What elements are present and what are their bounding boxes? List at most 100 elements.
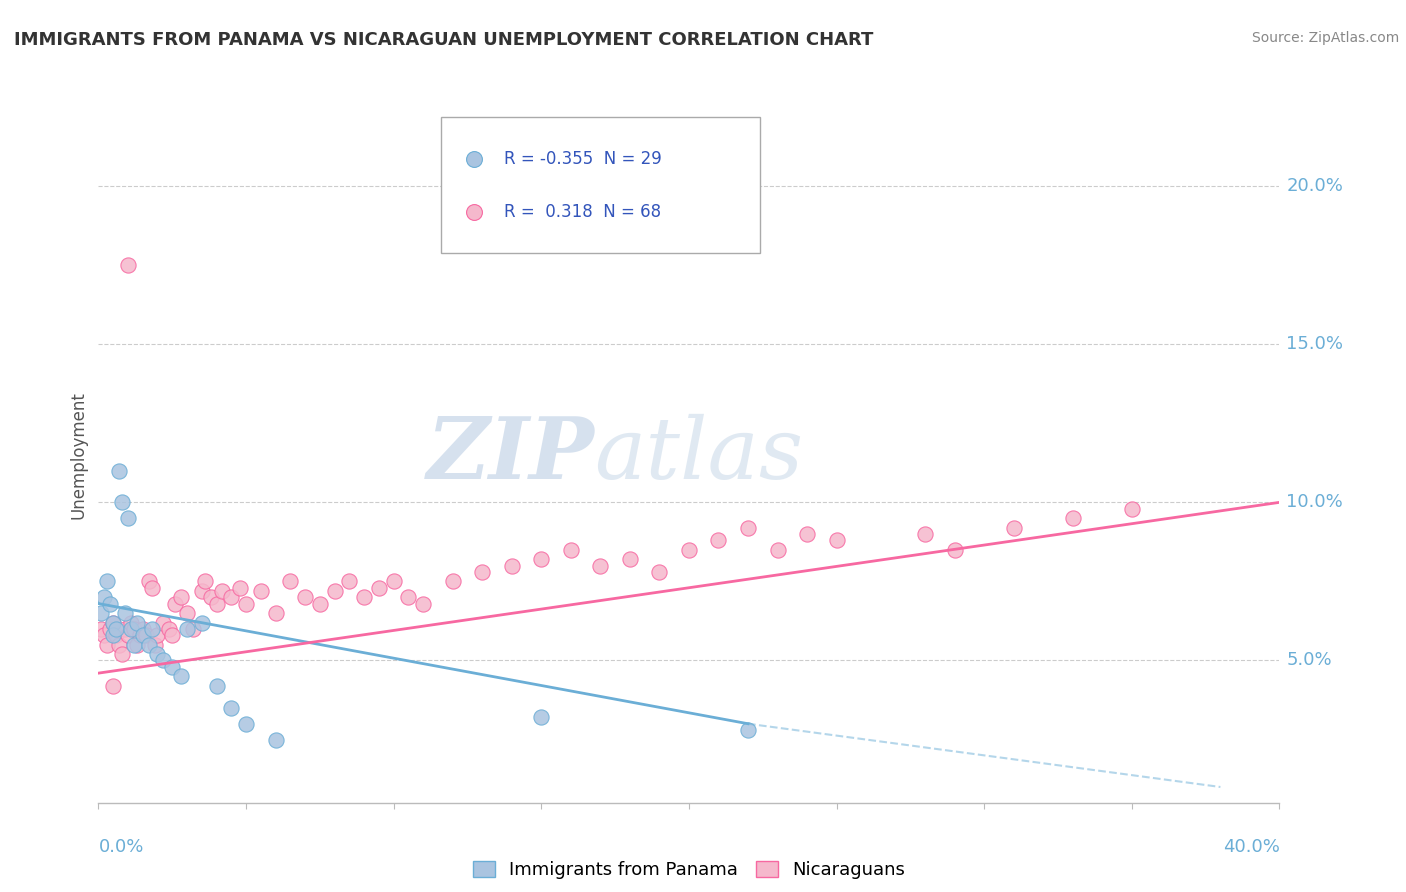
- Point: [98, 622, 121, 636]
- Point: [825, 533, 848, 548]
- Point: [141, 622, 163, 636]
- Point: [280, 574, 302, 589]
- Point: [103, 679, 125, 693]
- Point: [264, 606, 287, 620]
- Point: [93, 628, 115, 642]
- Point: [678, 542, 700, 557]
- Point: [309, 597, 332, 611]
- Point: [471, 565, 494, 579]
- Point: [191, 583, 214, 598]
- Text: 10.0%: 10.0%: [1286, 493, 1343, 511]
- Point: [1062, 511, 1084, 525]
- Point: [441, 574, 464, 589]
- Point: [103, 615, 125, 630]
- Point: [128, 628, 150, 642]
- Point: [96, 574, 118, 589]
- Text: 5.0%: 5.0%: [1286, 651, 1331, 670]
- Point: [191, 615, 214, 630]
- Point: [132, 622, 155, 636]
- Point: [135, 628, 157, 642]
- Point: [294, 591, 316, 605]
- Point: [108, 464, 131, 478]
- Point: [368, 581, 391, 595]
- Point: [125, 638, 148, 652]
- Point: [120, 615, 142, 630]
- Point: [796, 527, 818, 541]
- Point: [205, 679, 228, 693]
- Point: [143, 638, 166, 652]
- Point: [176, 606, 198, 620]
- Point: [122, 638, 145, 652]
- Text: ZIP: ZIP: [426, 413, 595, 497]
- Text: 20.0%: 20.0%: [1286, 178, 1343, 195]
- Text: IMMIGRANTS FROM PANAMA VS NICARAGUAN UNEMPLOYMENT CORRELATION CHART: IMMIGRANTS FROM PANAMA VS NICARAGUAN UNE…: [14, 31, 873, 49]
- FancyBboxPatch shape: [441, 118, 759, 253]
- Text: atlas: atlas: [595, 414, 804, 496]
- Point: [117, 628, 139, 642]
- Point: [205, 597, 228, 611]
- Point: [170, 669, 193, 683]
- Point: [103, 615, 125, 630]
- Point: [90, 606, 112, 620]
- Point: [737, 723, 759, 737]
- Point: [501, 558, 523, 573]
- Point: [235, 597, 257, 611]
- Point: [93, 591, 115, 605]
- Point: [165, 597, 187, 611]
- Point: [943, 542, 966, 557]
- Point: [530, 710, 553, 724]
- Point: [914, 527, 936, 541]
- Point: [111, 647, 134, 661]
- Point: [398, 591, 420, 605]
- Point: [117, 258, 139, 272]
- Point: [120, 622, 142, 636]
- Point: [98, 597, 121, 611]
- Point: [264, 732, 287, 747]
- Point: [194, 574, 217, 589]
- Point: [560, 542, 582, 557]
- Point: [211, 583, 233, 598]
- Y-axis label: Unemployment: Unemployment: [69, 391, 87, 519]
- Point: [117, 511, 139, 525]
- Point: [619, 552, 641, 566]
- Point: [114, 606, 136, 620]
- Point: [157, 622, 180, 636]
- Point: [221, 701, 243, 715]
- Point: [353, 591, 375, 605]
- Point: [235, 716, 257, 731]
- Text: 15.0%: 15.0%: [1286, 335, 1344, 353]
- Text: 40.0%: 40.0%: [1223, 838, 1279, 856]
- Text: R = -0.355  N = 29: R = -0.355 N = 29: [503, 150, 661, 168]
- Point: [125, 615, 148, 630]
- Text: Source: ZipAtlas.com: Source: ZipAtlas.com: [1251, 31, 1399, 45]
- Point: [1121, 501, 1143, 516]
- Point: [146, 647, 169, 661]
- Text: R =  0.318  N = 68: R = 0.318 N = 68: [503, 203, 661, 221]
- Point: [152, 615, 174, 630]
- Point: [412, 597, 434, 611]
- Point: [96, 638, 118, 652]
- Point: [530, 552, 553, 566]
- Point: [221, 591, 243, 605]
- Point: [1002, 521, 1025, 535]
- Point: [250, 583, 273, 598]
- Point: [105, 628, 128, 642]
- Point: [766, 542, 789, 557]
- Point: [108, 638, 131, 652]
- Text: 0.0%: 0.0%: [98, 838, 143, 856]
- Point: [138, 638, 160, 652]
- Legend: Immigrants from Panama, Nicaraguans: Immigrants from Panama, Nicaraguans: [468, 855, 910, 884]
- Point: [132, 628, 155, 642]
- Point: [114, 622, 136, 636]
- Point: [105, 622, 128, 636]
- Point: [111, 495, 134, 509]
- Point: [170, 591, 193, 605]
- Point: [141, 581, 163, 595]
- Point: [146, 628, 169, 642]
- Point: [200, 591, 222, 605]
- Point: [382, 574, 405, 589]
- Point: [648, 565, 671, 579]
- Point: [229, 581, 252, 595]
- Point: [737, 521, 759, 535]
- Point: [138, 574, 160, 589]
